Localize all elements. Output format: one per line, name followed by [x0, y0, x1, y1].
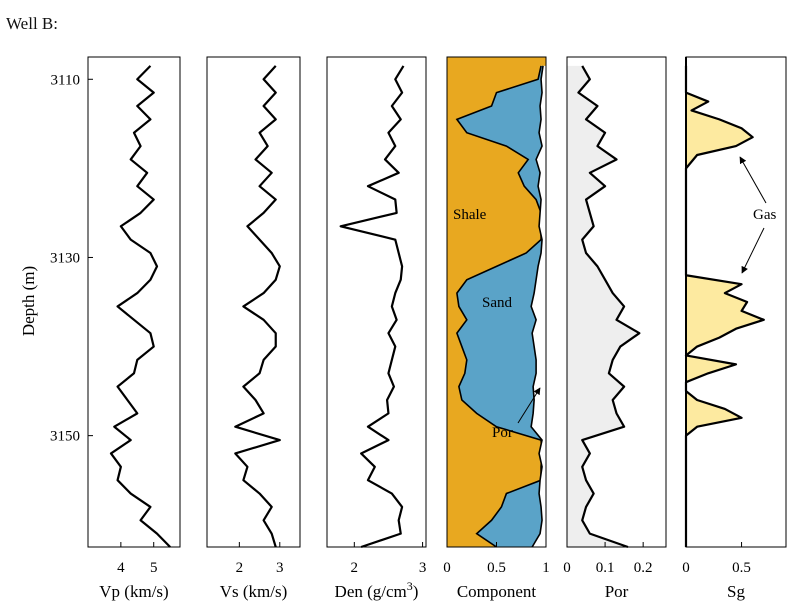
y-ticks: 3110 3130 3150	[50, 72, 93, 445]
component-x-tick-label-2: 1	[542, 560, 550, 576]
y-tick-label-0: 3110	[51, 72, 80, 88]
den-x-tick-label-1: 3	[419, 560, 427, 576]
gas-arrow-upper	[739, 156, 767, 204]
gas-arrow-lower	[741, 227, 765, 274]
sand-label: Sand	[482, 295, 513, 311]
panel-vp: 4 5 Vp (km/s)	[87, 56, 181, 601]
sg-fill	[686, 65, 764, 547]
annotations: Shale Sand Por Gas	[453, 156, 776, 441]
panel-component: 0 0.5 1 Component	[443, 56, 550, 601]
vp-x-tick-label-1: 5	[150, 560, 158, 576]
panel-vs: 2 3 Vs (km/s)	[206, 56, 301, 601]
component-x-tick-label-0: 0	[443, 560, 451, 576]
por-curve	[577, 65, 641, 549]
den-x-label-end: )	[413, 582, 419, 601]
por-arrow	[517, 387, 541, 424]
vs-curve	[234, 65, 281, 548]
por-label: Por	[492, 425, 513, 441]
sg-x-tick-label-0: 0	[682, 560, 690, 576]
por-x-label: Por	[605, 582, 629, 601]
vs-x-tick-label-1: 3	[276, 560, 284, 576]
por-x-tick-label-0: 0	[563, 560, 571, 576]
component-x-tick-label-1: 0.5	[487, 560, 506, 576]
por-x-label-text: Por	[605, 582, 629, 601]
vp-x-tick-label-0: 4	[117, 560, 125, 576]
den-x-label-text: Den (g/cm	[335, 582, 407, 601]
panel-por: 0 0.1 0.2 Por	[563, 56, 667, 601]
component-x-label: Component	[457, 582, 537, 601]
den-x-tick-label-0: 2	[351, 560, 359, 576]
vp-x-label: Vp (km/s)	[99, 582, 168, 601]
vp-x-label-text: Vp (km/s)	[99, 582, 168, 601]
component-x-label-text: Component	[457, 582, 537, 601]
sg-x-tick-label-1: 0.5	[732, 560, 751, 576]
por-x-tick-label-1: 0.1	[596, 560, 615, 576]
figure-title: Well B:	[6, 14, 58, 33]
sg-curve	[684, 65, 765, 547]
por-x-tick-label-2: 0.2	[634, 560, 653, 576]
den-x-label: Den (g/cm3)	[335, 579, 419, 601]
vs-x-label-text: Vs (km/s)	[220, 582, 288, 601]
sg-x-label-text: Sg	[727, 582, 745, 601]
sand-area	[456, 65, 546, 547]
shale-label: Shale	[453, 207, 487, 223]
y-tick-label-2: 3150	[50, 429, 80, 445]
por-frame	[566, 56, 667, 548]
y-axis-label: Depth (m)	[19, 266, 38, 336]
den-frame	[326, 56, 427, 548]
porosity-boundary	[530, 65, 544, 548]
vs-frame	[206, 56, 301, 548]
vp-curve	[109, 65, 171, 548]
shale-sand-boundary	[455, 65, 543, 548]
panel-sg: 0 0.5 Sg	[682, 56, 787, 601]
vs-x-label: Vs (km/s)	[220, 582, 288, 601]
den-x-label-sup: 3	[407, 579, 413, 593]
gas-label: Gas	[753, 207, 776, 223]
y-tick-label-1: 3130	[50, 250, 80, 266]
vs-x-tick-label-0: 2	[236, 560, 244, 576]
vp-frame	[87, 56, 181, 548]
sg-x-label: Sg	[727, 582, 745, 601]
y-axis: Depth (m) 3110 3130 3150	[19, 72, 93, 445]
porosity-area	[531, 65, 546, 547]
den-curve	[339, 65, 405, 549]
